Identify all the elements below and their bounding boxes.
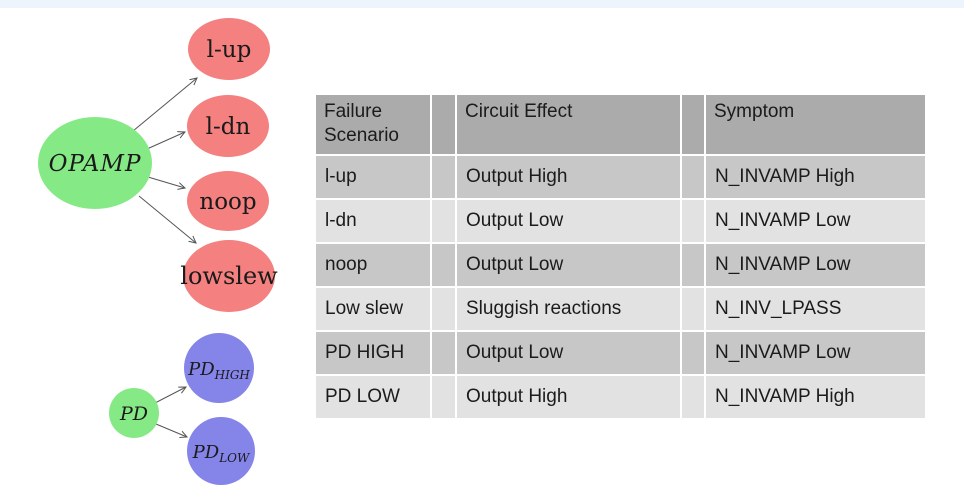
col-header-symptom: Symptom	[706, 95, 925, 154]
failure-scenario-table: Failure Scenario Circuit Effect Symptom …	[314, 93, 927, 420]
col-header-spacer-2	[682, 95, 704, 154]
cell-spacer	[432, 200, 455, 242]
cell-symptom: N_INVAMP High	[706, 376, 925, 418]
cell-spacer	[432, 244, 455, 286]
node-lowslew-label: lowslew	[180, 262, 278, 290]
cell-symptom: N_INVAMP Low	[706, 200, 925, 242]
cell-spacer	[682, 200, 704, 242]
table-row-noop: noop Output Low N_INVAMP Low	[316, 244, 925, 286]
node-l-up[interactable]	[188, 18, 270, 80]
edge-opamp-lup	[132, 78, 197, 132]
cell-effect: Output High	[457, 376, 680, 418]
table-row-l-dn: l-dn Output Low N_INVAMP Low	[316, 200, 925, 242]
pd-tree: PD PDHIGH PDLOW	[109, 333, 255, 485]
col-header-failure-scenario: Failure Scenario	[316, 95, 430, 154]
node-opamp[interactable]	[38, 117, 152, 209]
node-l-up-label: l-up	[207, 37, 252, 63]
cell-effect: Output Low	[457, 244, 680, 286]
cell-spacer	[682, 156, 704, 198]
node-noop[interactable]	[187, 171, 269, 231]
node-l-dn-label: l-dn	[206, 114, 251, 140]
node-pd-high-label: PDHIGH	[187, 359, 250, 382]
table-row-l-up: l-up Output High N_INVAMP High	[316, 156, 925, 198]
cell-effect: Sluggish reactions	[457, 288, 680, 330]
node-l-dn[interactable]	[187, 95, 269, 157]
edge-opamp-noop	[147, 176, 185, 188]
col-header-circuit-effect: Circuit Effect	[457, 95, 680, 154]
cell-spacer	[432, 376, 455, 418]
cell-symptom: N_INV_LPASS	[706, 288, 925, 330]
table-row-pd-low: PD LOW Output High N_INVAMP High	[316, 376, 925, 418]
node-pd-label: PD	[119, 403, 148, 425]
edge-pd-pdlow	[155, 423, 187, 437]
cell-symptom: N_INVAMP Low	[706, 332, 925, 374]
col-header-spacer-1	[432, 95, 455, 154]
cell-spacer	[432, 332, 455, 374]
pd-low-main: PD	[192, 442, 220, 463]
cell-spacer	[432, 288, 455, 330]
cell-effect: Output Low	[457, 332, 680, 374]
pd-low-subscript: LOW	[218, 451, 251, 465]
cell-failure: noop	[316, 244, 430, 286]
edge-opamp-lowslew	[138, 195, 196, 243]
node-pd-low-label: PDLOW	[192, 442, 251, 465]
cell-spacer	[682, 332, 704, 374]
cell-failure: PD LOW	[316, 376, 430, 418]
cell-spacer	[682, 288, 704, 330]
table-row-low-slew: Low slew Sluggish reactions N_INV_LPASS	[316, 288, 925, 330]
cell-failure: l-dn	[316, 200, 430, 242]
node-pd-high[interactable]	[184, 333, 254, 403]
cell-effect: Output Low	[457, 200, 680, 242]
pd-high-main: PD	[187, 359, 215, 380]
edge-opamp-ldn	[146, 132, 185, 150]
cell-spacer	[682, 244, 704, 286]
cell-spacer	[432, 156, 455, 198]
node-opamp-label: OPAMP	[49, 151, 142, 177]
cell-effect: Output High	[457, 156, 680, 198]
table-header-row: Failure Scenario Circuit Effect Symptom	[316, 95, 925, 154]
cell-failure: l-up	[316, 156, 430, 198]
node-pd-low[interactable]	[187, 417, 255, 485]
top-accent-bar	[0, 0, 964, 8]
cell-symptom: N_INVAMP High	[706, 156, 925, 198]
cell-failure: Low slew	[316, 288, 430, 330]
node-pd[interactable]	[109, 388, 159, 438]
node-lowslew[interactable]	[183, 240, 275, 312]
fault-tree-diagram: OPAMP l-up l-dn noop lowslew PD PDHIGH P…	[38, 18, 278, 485]
node-noop-label: noop	[199, 189, 256, 215]
table-row-pd-high: PD HIGH Output Low N_INVAMP Low	[316, 332, 925, 374]
opamp-tree: OPAMP l-up l-dn noop lowslew	[38, 18, 278, 312]
cell-symptom: N_INVAMP Low	[706, 244, 925, 286]
cell-failure: PD HIGH	[316, 332, 430, 374]
cell-spacer	[682, 376, 704, 418]
pd-high-subscript: HIGH	[214, 368, 251, 382]
edge-pd-pdhigh	[154, 387, 186, 404]
